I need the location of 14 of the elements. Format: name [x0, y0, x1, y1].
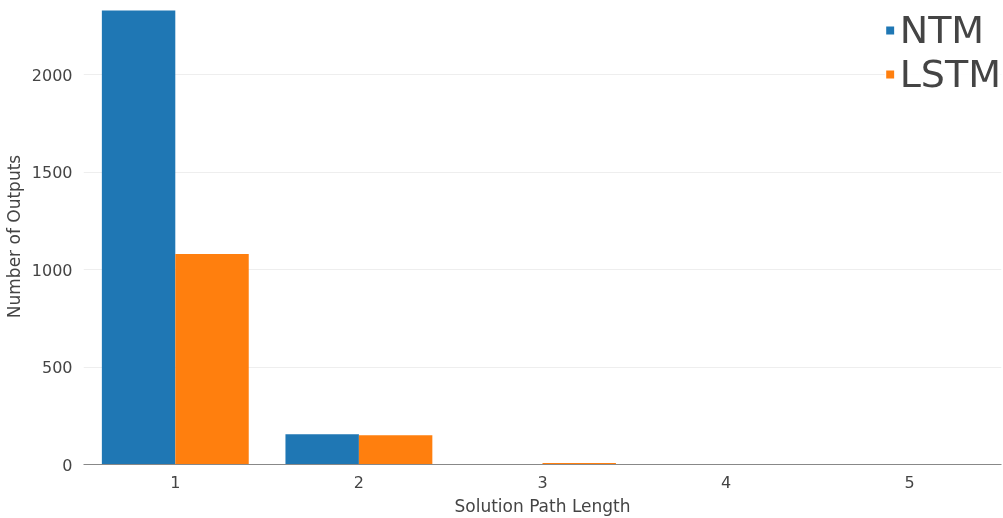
y-tick-label: 1000 [31, 260, 73, 280]
x-tick-label: 5 [904, 472, 915, 492]
x-tick-label: 4 [721, 472, 732, 492]
x-axis-title: Solution Path Length [454, 495, 631, 516]
legend-label: NTM [899, 8, 985, 52]
y-tick-label: 0 [62, 455, 73, 475]
x-tick-label: 2 [353, 472, 364, 492]
x-tick-label: 1 [170, 472, 181, 492]
y-axis-title: Number of Outputs [3, 154, 24, 319]
x-tick-label: 3 [537, 472, 548, 492]
legend-label: LSTM [899, 52, 1001, 96]
y-tick-label: 500 [41, 358, 73, 378]
y-tick-label: 2000 [31, 65, 73, 85]
y-tick-label: 1500 [31, 163, 73, 183]
